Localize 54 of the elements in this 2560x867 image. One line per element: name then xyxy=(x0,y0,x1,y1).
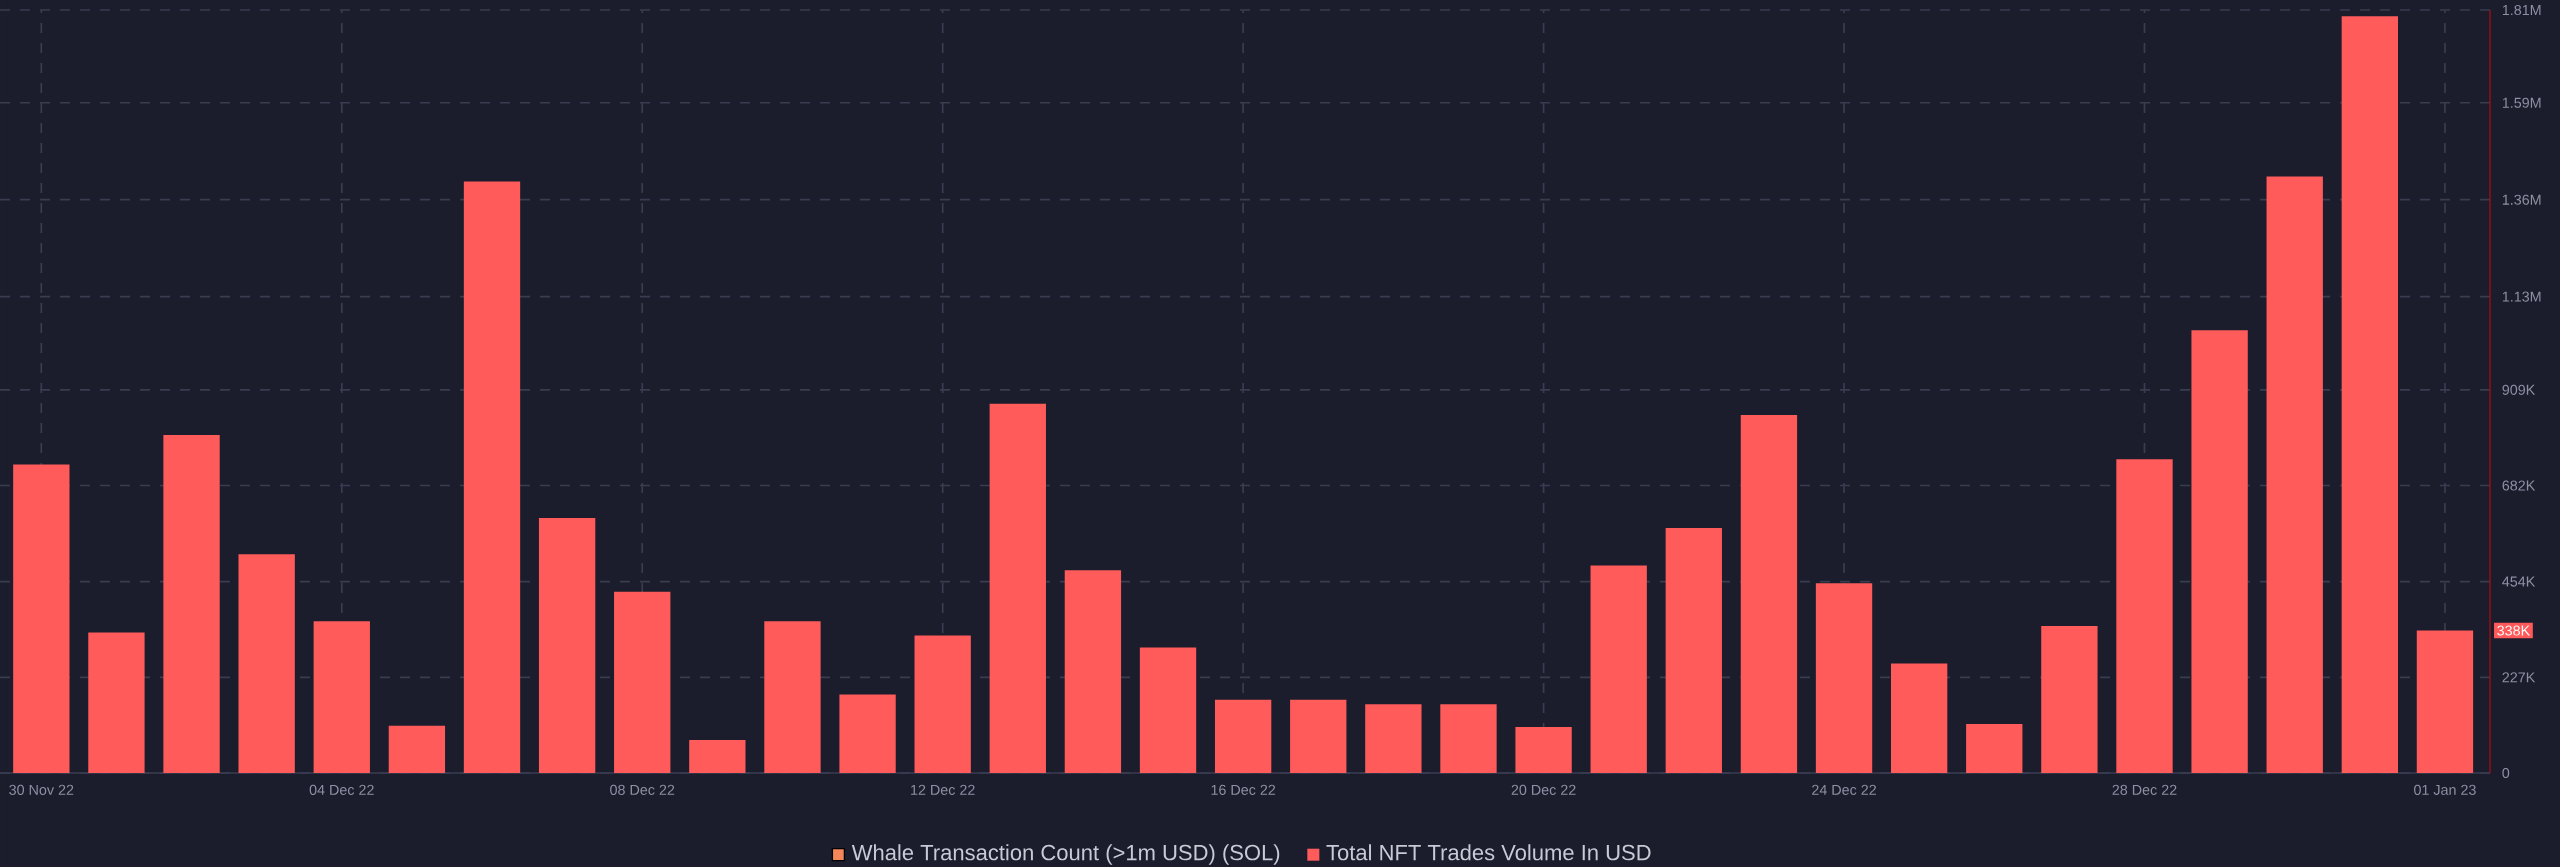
text: 338K xyxy=(2497,625,2530,636)
bar xyxy=(764,621,821,773)
bar xyxy=(163,434,220,773)
bar xyxy=(2341,16,2398,773)
y-tick-label: 1.13M xyxy=(2502,291,2541,302)
x-tick-label: 04 Dec 22 xyxy=(309,784,374,795)
x-tick-label: 30 Nov 22 xyxy=(9,784,74,795)
y-tick-label: 227K xyxy=(2502,672,2536,683)
bar xyxy=(463,181,521,773)
bar xyxy=(238,554,295,773)
bar xyxy=(1214,699,1272,773)
bar xyxy=(2266,176,2323,773)
bar xyxy=(2191,330,2248,773)
y-tick-label: 1.81M xyxy=(2502,4,2541,16)
x-tick-label: 20 Dec 22 xyxy=(1511,784,1576,795)
y-tick-label: 682K xyxy=(2502,480,2536,491)
bar xyxy=(313,621,370,773)
bar xyxy=(689,740,746,773)
y-tick-label: 909K xyxy=(2502,384,2536,395)
bar xyxy=(2041,625,2098,773)
bar xyxy=(989,403,1046,773)
bar xyxy=(1966,724,2023,773)
bar xyxy=(1515,727,1572,773)
bar xyxy=(13,464,70,773)
bar xyxy=(1064,570,1122,773)
bar xyxy=(2116,459,2173,773)
bar xyxy=(1365,704,1422,773)
bar xyxy=(914,635,971,773)
bar xyxy=(88,632,145,773)
legend-label: Total NFT Trades Volume In USD xyxy=(1326,844,1651,861)
bar xyxy=(1815,583,1873,773)
bar xyxy=(2416,630,2474,773)
bar xyxy=(1890,663,1948,773)
bar xyxy=(1290,699,1347,773)
x-tick-label: 12 Dec 22 xyxy=(911,784,975,795)
y-tick-label: 1.36M xyxy=(2502,194,2541,205)
bar xyxy=(1665,528,1722,773)
bar xyxy=(614,591,671,773)
y-tick-label: 1.59M xyxy=(2502,97,2541,108)
bar xyxy=(839,694,896,773)
y-tick-label: 0 xyxy=(2502,767,2510,779)
bar xyxy=(388,725,446,773)
legend-label: Whale Transaction Count (>1m USD) (SOL) xyxy=(851,844,1280,865)
y-tick-label: 454K xyxy=(2502,576,2536,587)
x-tick-label: 24 Dec 22 xyxy=(1812,784,1876,795)
x-tick-label: 28 Dec 22 xyxy=(2112,784,2177,795)
x-tick-label: 01 Jan 23 xyxy=(2414,784,2476,795)
bar xyxy=(1740,415,1798,773)
x-tick-label: 16 Dec 22 xyxy=(1211,784,1276,795)
bar xyxy=(538,517,596,773)
bar xyxy=(1139,647,1197,773)
bar xyxy=(1440,704,1497,773)
x-tick-label: 08 Dec 22 xyxy=(610,784,675,795)
bar xyxy=(1590,565,1647,773)
